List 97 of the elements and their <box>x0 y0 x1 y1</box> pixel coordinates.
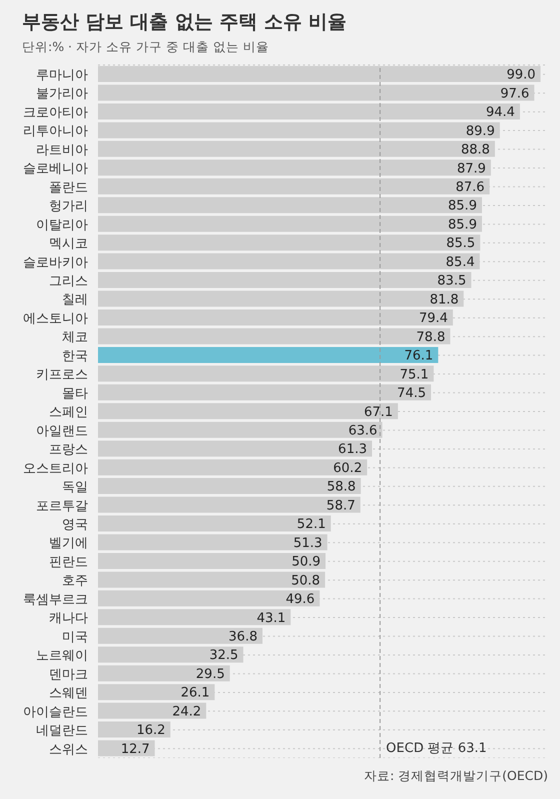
bar <box>98 140 495 157</box>
y-tick-label: 벨기에 <box>49 536 88 552</box>
data-label: 85.9 <box>448 217 477 232</box>
data-label: 83.5 <box>437 274 466 289</box>
y-tick-label: 핀란드 <box>49 554 88 570</box>
data-label: 94.4 <box>486 105 515 120</box>
y-tick-label: 크로아티아 <box>23 105 88 120</box>
data-label: 88.8 <box>460 142 490 158</box>
y-tick-label: 불가리아 <box>36 86 88 102</box>
y-tick-label: 노르웨이 <box>36 648 88 664</box>
data-label: 51.3 <box>293 536 322 551</box>
y-tick-label: 키프로스 <box>36 368 88 383</box>
data-label: 99.0 <box>506 68 536 83</box>
y-tick-label: 캐나다 <box>49 611 88 626</box>
y-tick-label: 포르투갈 <box>36 498 88 514</box>
chart-subtitle: 단위:% · 자가 소유 가구 중 대출 없는 비율 <box>22 39 269 56</box>
bar <box>98 272 472 288</box>
bar <box>98 665 230 682</box>
data-label: 97.6 <box>500 86 530 102</box>
bar <box>98 609 291 626</box>
y-tick-label: 그리스 <box>49 274 88 290</box>
bar <box>98 516 331 532</box>
data-label: 58.7 <box>326 498 356 514</box>
y-tick-label: 칠레 <box>62 292 88 308</box>
y-tick-label: 스웨덴 <box>49 686 88 702</box>
bar <box>98 478 361 494</box>
data-label: 50.9 <box>292 554 321 570</box>
data-label: 74.5 <box>397 386 426 402</box>
y-tick-label: 스위스 <box>49 742 88 758</box>
y-tick-label: 스페인 <box>49 405 88 420</box>
data-label: 81.8 <box>430 292 459 308</box>
y-tick-label: 폴란드 <box>49 180 88 196</box>
ref-line-label: OECD 평균 63.1 <box>386 741 487 756</box>
bar <box>98 552 326 569</box>
y-tick-label: 멕시코 <box>49 236 88 252</box>
y-tick-label: 호주 <box>62 574 88 589</box>
bar <box>98 103 520 120</box>
data-label: 87.9 <box>456 161 486 176</box>
bar <box>98 722 170 738</box>
y-tick-label: 몰타 <box>62 386 88 402</box>
data-label: 24.2 <box>172 704 202 720</box>
data-label: 61.3 <box>338 442 368 458</box>
data-label: 78.8 <box>416 330 446 345</box>
bar <box>98 122 500 138</box>
data-label: 43.1 <box>256 610 286 626</box>
data-label: 85.9 <box>448 198 477 214</box>
data-label: 60.2 <box>333 460 362 476</box>
bar <box>98 384 432 400</box>
y-tick-label: 독일 <box>62 480 88 496</box>
y-tick-label: 네덜란드 <box>36 724 88 739</box>
y-tick-label: 영국 <box>62 517 88 532</box>
data-label: 76.1 <box>404 348 434 364</box>
y-tick-label: 체코 <box>62 330 88 346</box>
y-tick-label: 룩셈부르크 <box>23 592 88 608</box>
y-tick-label: 리투아니아 <box>23 124 88 140</box>
data-label: 79.4 <box>418 311 448 326</box>
bar <box>98 160 491 176</box>
y-tick-label: 프랑스 <box>49 442 88 458</box>
y-tick-label: 이탈리아 <box>36 218 88 233</box>
data-label: 58.8 <box>326 480 356 495</box>
data-label: 52.1 <box>296 517 326 532</box>
y-tick-label: 에스토니아 <box>23 311 88 326</box>
data-label: 85.5 <box>446 236 476 252</box>
y-tick-label: 슬로바키아 <box>23 255 88 270</box>
y-tick-label: 덴마크 <box>49 667 88 682</box>
data-label: 16.2 <box>136 723 166 738</box>
y-tick-label: 루마니아 <box>36 68 88 83</box>
bar <box>98 328 450 344</box>
bar <box>98 66 541 82</box>
bar <box>98 346 438 363</box>
bar <box>98 702 206 719</box>
y-tick-label: 헝가리 <box>49 199 88 214</box>
y-tick-label: 아일랜드 <box>36 424 88 439</box>
chart-title: 부동산 담보 대출 없는 주택 소유 비율 <box>22 10 347 35</box>
data-label: 29.5 <box>196 666 225 682</box>
data-label: 89.9 <box>466 124 495 139</box>
data-label: 32.5 <box>209 648 238 664</box>
data-label: 87.6 <box>456 180 485 195</box>
bar <box>98 496 360 513</box>
data-label: 63.6 <box>348 423 378 438</box>
data-label: 50.8 <box>291 573 320 588</box>
bar <box>98 234 480 251</box>
y-tick-label: 미국 <box>62 630 88 645</box>
data-label: 49.6 <box>286 592 315 608</box>
y-tick-label: 한국 <box>62 348 88 364</box>
y-tick-label: 오스트리아 <box>23 461 88 476</box>
data-label: 67.1 <box>364 404 393 420</box>
data-label: 75.1 <box>400 367 429 382</box>
data-label: 26.1 <box>180 686 210 701</box>
y-tick-label: 아이슬란드 <box>23 704 88 720</box>
bar <box>98 572 326 588</box>
data-label: 12.7 <box>120 742 150 757</box>
y-tick-label: 라트비아 <box>36 142 88 158</box>
data-label: 36.8 <box>228 630 258 645</box>
y-tick-label: 슬로베니아 <box>23 162 88 177</box>
data-label: 85.4 <box>446 254 475 270</box>
text: 자료: 경제협력개발기구(OECD) <box>364 768 548 785</box>
